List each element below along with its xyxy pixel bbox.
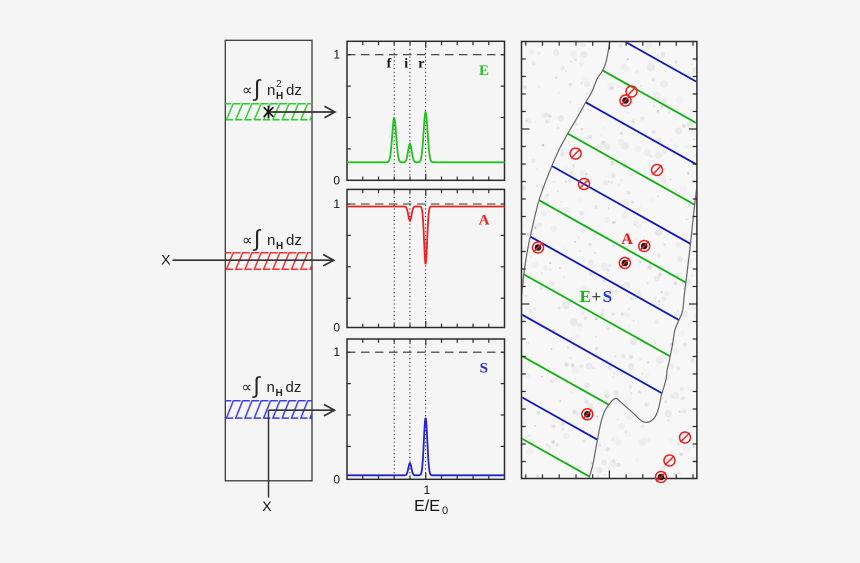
svg-text:0: 0 [333,472,340,486]
svg-text:dz: dz [286,379,302,396]
svg-text:0: 0 [333,321,340,335]
svg-text:∫: ∫ [252,75,262,101]
svg-text:X: X [262,498,272,514]
svg-text:r: r [418,57,424,72]
svg-text:0: 0 [333,173,340,187]
svg-text:n: n [267,232,275,249]
svg-text:∝: ∝ [242,232,253,249]
svg-text:E: E [580,287,591,306]
svg-text:i: i [404,57,408,72]
svg-text:X: X [161,252,171,268]
svg-text:S: S [603,287,612,306]
svg-text:dz: dz [286,232,302,249]
svg-text:∝: ∝ [242,379,253,396]
svg-text:+: + [591,287,601,306]
svg-text:n: n [267,379,275,396]
svg-text:H: H [276,388,283,399]
svg-text:f: f [387,57,392,72]
svg-text:0: 0 [442,505,448,517]
svg-text:E: E [479,63,489,79]
svg-text:A: A [621,231,633,248]
svg-text:∫: ∫ [252,225,262,251]
svg-text:1: 1 [333,48,340,62]
svg-text:∝: ∝ [242,82,253,99]
svg-text:1: 1 [333,345,340,359]
svg-text:2: 2 [276,79,282,90]
svg-text:1: 1 [423,483,430,497]
svg-text:S: S [480,361,488,377]
svg-text:n: n [267,82,275,99]
svg-text:∫: ∫ [252,372,262,398]
svg-text:H: H [276,91,283,102]
svg-text:A: A [479,213,490,229]
svg-text:E/E: E/E [414,498,440,515]
svg-text:1: 1 [333,197,340,211]
svg-text:dz: dz [286,82,302,99]
svg-text:H: H [276,241,283,252]
